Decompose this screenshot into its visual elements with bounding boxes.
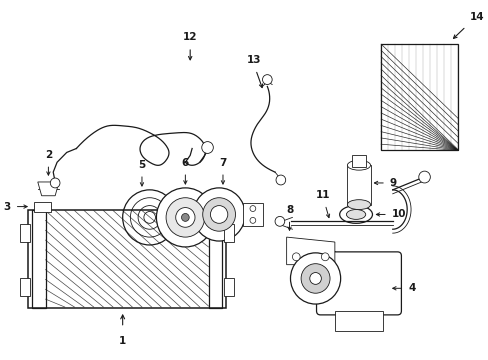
- Bar: [208, 210, 222, 308]
- Circle shape: [166, 198, 204, 237]
- Circle shape: [175, 208, 195, 227]
- Text: 12: 12: [183, 32, 197, 42]
- Circle shape: [274, 216, 284, 226]
- Circle shape: [249, 217, 255, 223]
- Bar: [224, 278, 233, 296]
- Circle shape: [275, 175, 285, 185]
- Bar: [34, 202, 51, 212]
- Circle shape: [193, 188, 244, 241]
- Text: 4: 4: [407, 283, 415, 293]
- Circle shape: [202, 141, 213, 153]
- Circle shape: [309, 273, 321, 284]
- Circle shape: [50, 178, 60, 188]
- Polygon shape: [38, 182, 59, 196]
- Text: 1: 1: [119, 336, 126, 346]
- Bar: [32, 210, 45, 308]
- Bar: [351, 156, 365, 167]
- Text: 6: 6: [182, 158, 188, 168]
- Circle shape: [181, 213, 189, 221]
- Circle shape: [156, 188, 214, 247]
- Circle shape: [292, 253, 300, 261]
- FancyBboxPatch shape: [316, 252, 401, 315]
- Text: 2: 2: [45, 150, 52, 160]
- Bar: [28, 210, 225, 308]
- Text: 3: 3: [3, 202, 11, 212]
- Bar: [20, 278, 30, 296]
- Bar: [380, 44, 457, 150]
- Circle shape: [290, 253, 340, 304]
- Bar: [224, 224, 233, 242]
- Circle shape: [203, 198, 235, 231]
- Text: 9: 9: [389, 178, 396, 188]
- Bar: [346, 165, 370, 204]
- Text: 10: 10: [391, 210, 406, 220]
- Bar: [20, 224, 30, 242]
- Ellipse shape: [346, 160, 370, 170]
- Text: 5: 5: [138, 160, 145, 170]
- Circle shape: [418, 171, 429, 183]
- Bar: [243, 203, 262, 226]
- Ellipse shape: [346, 210, 365, 219]
- Ellipse shape: [339, 206, 372, 223]
- Text: 14: 14: [469, 13, 484, 22]
- Circle shape: [249, 206, 255, 212]
- Circle shape: [262, 75, 272, 85]
- Bar: [334, 311, 382, 330]
- Ellipse shape: [346, 200, 370, 210]
- Circle shape: [210, 206, 227, 223]
- Polygon shape: [286, 237, 334, 265]
- Text: 11: 11: [315, 190, 330, 200]
- Text: 8: 8: [285, 206, 292, 215]
- Text: 13: 13: [246, 55, 261, 65]
- Text: 7: 7: [219, 158, 226, 168]
- Circle shape: [321, 253, 328, 261]
- Bar: [45, 211, 208, 307]
- Circle shape: [301, 264, 329, 293]
